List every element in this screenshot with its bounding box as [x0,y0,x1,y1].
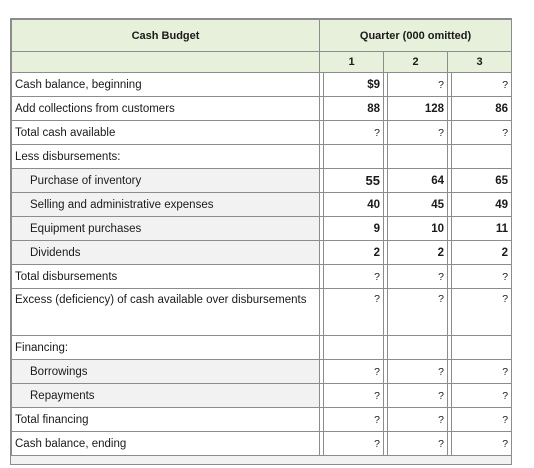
q1-value: ? [323,288,384,336]
q3-value: 2 [450,240,513,265]
table-row: Excess (deficiency) of cash available ov… [11,288,513,336]
table-row: Total cash available ? ? ? [11,120,513,145]
q2-value: 45 [387,192,448,217]
q1-value: ? [323,407,384,432]
q3-value: ? [450,383,513,408]
table-row: Financing: [11,335,513,360]
row-label: Cash balance, beginning [11,72,320,97]
row-label: Add collections from customers [11,96,320,121]
q2-value [387,335,448,360]
q2-value: ? [387,431,448,456]
q3-value [450,144,513,169]
row-label: Dividends [11,240,320,265]
q1-value: 55 [323,168,384,193]
q3-value: 49 [450,192,513,217]
q3-value: 65 [450,168,513,193]
table-row: Add collections from customers 88 128 86 [11,96,513,121]
q3-value: ? [450,264,513,289]
q1-value: 2 [323,240,384,265]
quarter-heading: Quarter (000 omitted) [318,19,513,52]
q2-value: ? [387,407,448,432]
table-row: Borrowings ? ? ? [11,359,513,384]
q3-value: ? [450,288,513,336]
q2-value [387,144,448,169]
q3-value: ? [450,431,513,456]
q1-value: 9 [323,216,384,241]
q1-value: $9 [323,72,384,97]
quarter-3-header: 3 [446,51,513,73]
q3-value [450,335,513,360]
q3-value: ? [450,72,513,97]
row-label: Repayments [11,383,320,408]
q2-value: 64 [387,168,448,193]
q3-value: ? [450,359,513,384]
row-label: Equipment purchases [11,216,320,241]
blank-header-cell [11,51,320,73]
table-row: Less disbursements: [11,144,513,169]
row-label: Less disbursements: [11,144,320,169]
row-label: Purchase of inventory [11,168,320,193]
q2-value: ? [387,359,448,384]
q3-value: ? [450,407,513,432]
cash-budget-table: Cash Budget Quarter (000 omitted) 1 2 3 … [11,19,513,456]
q2-value: ? [387,120,448,145]
q1-value: 40 [323,192,384,217]
q2-value: ? [387,264,448,289]
q2-value: ? [387,288,448,336]
q1-value: ? [323,431,384,456]
q2-value: 10 [387,216,448,241]
table-row: Total financing ? ? ? [11,407,513,432]
row-label: Selling and administrative expenses [11,192,320,217]
q1-value [323,335,384,360]
row-label: Excess (deficiency) of cash available ov… [11,288,320,336]
row-label: Total financing [11,407,320,432]
q1-value: ? [323,120,384,145]
q2-value: ? [387,383,448,408]
q2-value: 128 [387,96,448,121]
q1-value: ? [323,264,384,289]
table-row: Dividends 2 2 2 [11,240,513,265]
cash-budget-panel: Cash Budget Quarter (000 omitted) 1 2 3 … [10,18,513,465]
table-row: Total disbursements ? ? ? [11,264,513,289]
table-row: Selling and administrative expenses 40 4… [11,192,513,217]
q2-value: ? [387,72,448,97]
q1-value [323,144,384,169]
table-row: Cash balance, ending ? ? ? [11,431,513,456]
table-row: Purchase of inventory 55 64 65 [11,168,513,193]
row-label: Cash balance, ending [11,431,320,456]
q1-value: ? [323,359,384,384]
row-label: Total disbursements [11,264,320,289]
q1-value: 88 [323,96,384,121]
q3-value: 11 [450,216,513,241]
q3-value: 86 [450,96,513,121]
table-title: Cash Budget [11,19,320,52]
q2-value: 2 [387,240,448,265]
q3-value: ? [450,120,513,145]
table-row: Cash balance, beginning $9 ? ? [11,72,513,97]
q1-value: ? [323,383,384,408]
row-label: Total cash available [11,120,320,145]
quarter-1-header: 1 [319,51,384,73]
table-row: Repayments ? ? ? [11,383,513,408]
row-label: Financing: [11,335,320,360]
table-row: Equipment purchases 9 10 11 [11,216,513,241]
quarter-2-header: 2 [383,51,448,73]
row-label: Borrowings [11,359,320,384]
